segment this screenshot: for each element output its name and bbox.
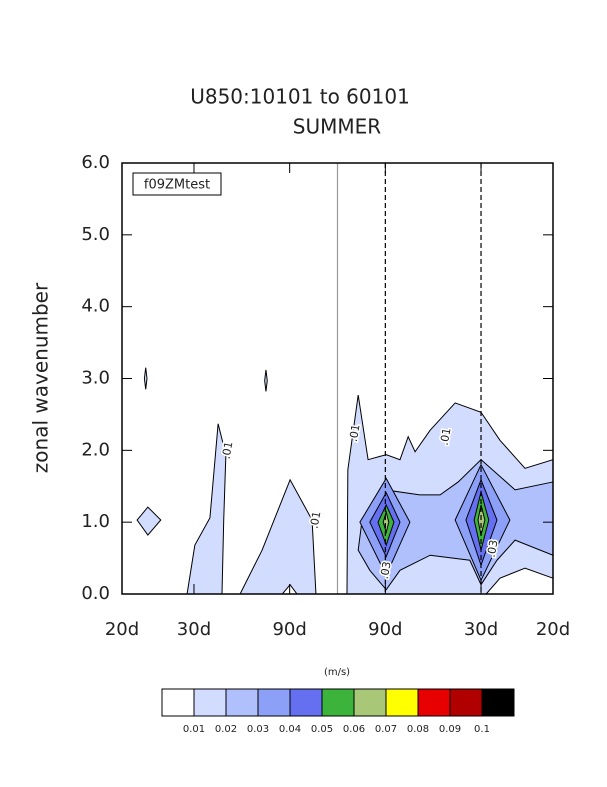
colorbar-label: (m/s)	[324, 667, 350, 678]
colorbar-box	[161, 688, 195, 717]
colorbar-tick-label: 0.04	[279, 724, 301, 735]
y-tick-label: 0.0	[81, 583, 110, 604]
colorbar-box	[353, 688, 387, 717]
x-tick-label: 20d	[536, 619, 570, 640]
colorbar-tick-label: 0.07	[375, 724, 397, 735]
contour-region	[477, 504, 486, 536]
y-tick-label: 5.0	[81, 224, 110, 245]
colorbar-box	[257, 688, 291, 717]
colorbar-box	[417, 688, 451, 717]
y-tick-label: 3.0	[81, 368, 110, 389]
colorbar-tick-label: 0.02	[215, 724, 237, 735]
colorbar-box	[385, 688, 419, 717]
contour-region	[186, 423, 227, 595]
colorbar-tick-label: 0.06	[343, 724, 365, 735]
y-tick-label: 2.0	[81, 439, 110, 460]
y-tick-label: 4.0	[81, 296, 110, 317]
colorbar-tick-label: 0.1	[474, 724, 490, 735]
colorbar-box	[321, 688, 355, 717]
colorbar-box	[289, 688, 323, 717]
colorbar-box	[481, 688, 515, 717]
contour-region	[143, 367, 148, 390]
contour-region	[136, 506, 162, 536]
colorbar-tick-label: 0.03	[247, 724, 269, 735]
colorbar-tick-label: 0.08	[407, 724, 429, 735]
contour-label: .01	[347, 423, 363, 442]
colorbar-box	[193, 688, 227, 717]
x-tick-label: 30d	[177, 619, 211, 640]
x-tick-label: 90d	[368, 619, 402, 640]
y-tick-label: 6.0	[81, 152, 110, 173]
colorbar-tick-label: 0.01	[183, 724, 205, 735]
chart-subtitle: SUMMER	[293, 115, 381, 139]
y-axis-label: zonal wavenumber	[29, 282, 53, 473]
label-box-text: f09ZMtest	[144, 178, 210, 193]
colorbar-box	[225, 688, 259, 717]
contour-label: .03	[378, 560, 394, 579]
contour-label: .01	[220, 441, 236, 460]
contour-label: .01	[308, 510, 324, 529]
y-tick-label: 1.0	[81, 511, 110, 532]
contour-label: .01	[438, 427, 454, 446]
chart-title: U850:10101 to 60101	[190, 85, 410, 109]
x-tick-label: 20d	[105, 619, 139, 640]
colorbar-tick-label: 0.05	[311, 724, 333, 735]
contour-label: .03	[485, 539, 501, 558]
colorbar-box	[449, 688, 483, 717]
contour-region	[239, 478, 317, 595]
colorbar-tick-label: 0.09	[439, 724, 461, 735]
contour-region	[264, 369, 268, 392]
label-box	[132, 172, 222, 196]
x-tick-label: 90d	[272, 619, 306, 640]
x-tick-label: 30d	[464, 619, 498, 640]
